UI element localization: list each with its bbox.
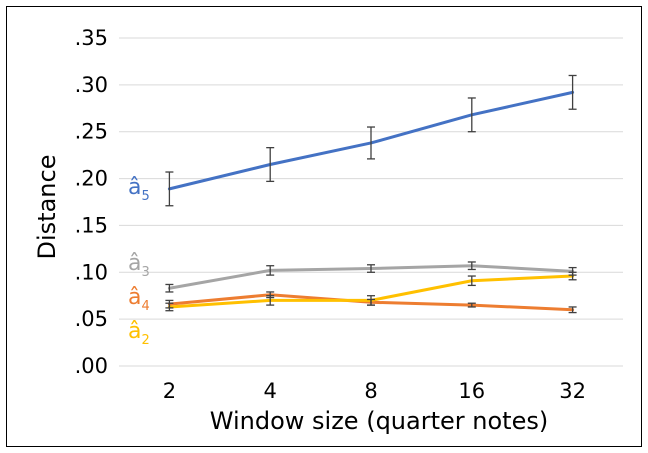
x-tick-label: 2 xyxy=(163,379,176,403)
y-tick-label: .35 xyxy=(75,26,108,50)
series-label-3: â3 xyxy=(128,251,150,280)
error-bar xyxy=(467,261,476,271)
error-bar xyxy=(165,171,174,207)
error-bar xyxy=(266,265,275,276)
error-bar xyxy=(568,306,577,314)
error-bar xyxy=(467,302,476,308)
error-bar xyxy=(367,295,375,306)
series-label-5: â5 xyxy=(128,175,150,204)
series-labels: â5 â3 â4 â2 xyxy=(128,175,150,348)
x-tick-label: 8 xyxy=(364,379,377,403)
line-chart: .00.05.10.15.20.25.30.35 2 4 8 16 32 â5â3â4â… xyxy=(33,26,623,435)
y-tick-label: .05 xyxy=(75,307,108,331)
y-tick-label: .15 xyxy=(75,213,108,237)
error-bars xyxy=(165,74,577,314)
error-bar xyxy=(165,283,174,293)
y-tick-label: .20 xyxy=(75,167,108,191)
series-lines xyxy=(167,90,575,312)
x-tick-label: 32 xyxy=(559,379,586,403)
y-axis-title: Distance xyxy=(33,155,61,260)
error-bar xyxy=(266,295,275,306)
error-bar xyxy=(568,74,577,110)
error-bar xyxy=(367,126,375,160)
error-bar xyxy=(568,271,577,281)
y-tick-label: .00 xyxy=(75,354,108,378)
error-bar xyxy=(467,97,476,133)
y-tick-label: .30 xyxy=(75,73,108,97)
chart-frame: .00.05.10.15.20.25.30.35 2 4 8 16 32 â5 â3 â4 â… xyxy=(6,6,642,447)
error-bar xyxy=(367,264,375,273)
series-label-2: â2 xyxy=(128,319,150,348)
series-label-4: â4 xyxy=(128,285,150,314)
y-tick-label: .25 xyxy=(75,120,108,144)
y-tick-labels: .00 .05 .10 .15 .20 .25 .30 .35 xyxy=(75,26,108,378)
error-bar xyxy=(165,302,174,312)
error-bar xyxy=(266,146,275,183)
error-bar xyxy=(467,275,476,287)
x-tick-label: 16 xyxy=(458,379,485,403)
gridlines xyxy=(119,37,623,367)
x-axis-title: Window size (quarter notes) xyxy=(210,407,548,435)
y-tick-label: .10 xyxy=(75,260,108,284)
x-tick-labels: 2 4 8 16 32 xyxy=(163,379,586,403)
x-tick-label: 4 xyxy=(264,379,277,403)
